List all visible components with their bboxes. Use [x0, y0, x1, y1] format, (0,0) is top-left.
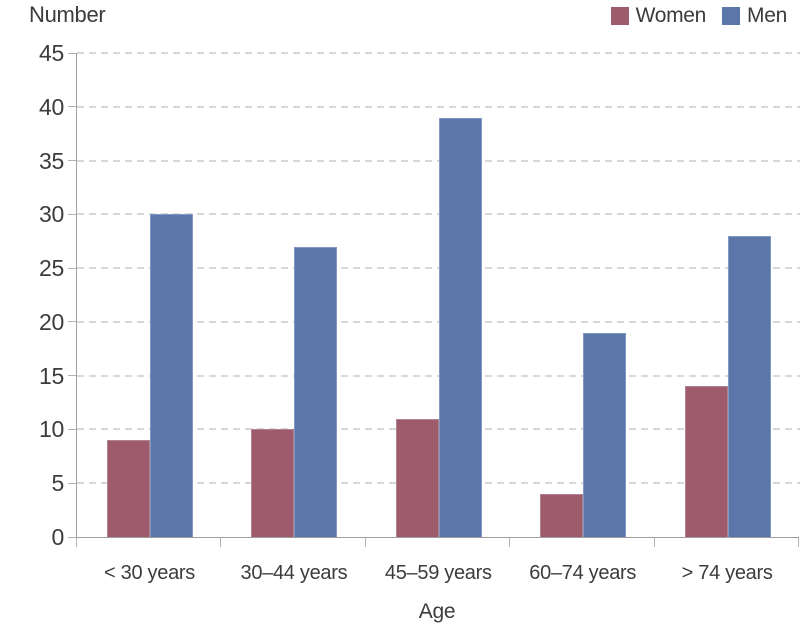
- y-tick-0: [68, 536, 76, 538]
- y-tick-label-45: 45: [39, 40, 64, 66]
- x-tick-5: [798, 538, 799, 547]
- x-tick-3: [509, 538, 511, 547]
- y-tick-45: [68, 52, 76, 54]
- y-tick-label-5: 5: [51, 470, 65, 497]
- x-tick-1: [220, 538, 222, 547]
- bar-men-3: [438, 117, 482, 537]
- legend-label-men: Men: [747, 4, 787, 27]
- x-category-label: > 74 years: [681, 562, 773, 584]
- y-tick-10: [68, 428, 76, 430]
- gridline-y-30: [77, 213, 800, 216]
- bar-women-1: [107, 440, 150, 537]
- y-tick-35: [68, 160, 76, 162]
- y-tick-label-40: 40: [39, 93, 64, 120]
- y-tick-label-35: 35: [39, 147, 64, 174]
- men-color-swatch: [722, 7, 741, 25]
- y-tick-5: [68, 482, 76, 484]
- gridline-y-35: [77, 159, 800, 162]
- x-category-label: 30–44 years: [240, 562, 348, 584]
- bar-men-5: [727, 235, 771, 537]
- x-category-label: 60–74 years: [529, 562, 637, 584]
- y-tick-label-10: 10: [39, 416, 64, 443]
- y-axis-title: Number: [29, 2, 106, 27]
- women-color-swatch: [610, 7, 629, 25]
- legend-item-women: Women: [610, 4, 707, 28]
- bar-women-5: [684, 386, 728, 537]
- y-tick-15: [68, 375, 76, 377]
- y-tick-label-25: 25: [39, 255, 64, 282]
- gridline-y-20: [77, 320, 800, 323]
- y-tick-40: [68, 106, 76, 108]
- x-tick-4: [653, 538, 655, 547]
- x-tick-2: [364, 538, 366, 547]
- y-tick-25: [68, 267, 76, 269]
- y-tick-label-0: 0: [51, 524, 65, 550]
- bar-women-4: [540, 493, 584, 537]
- y-tick-30: [68, 213, 76, 215]
- bar-men-4: [583, 332, 627, 537]
- plot-area: [76, 52, 800, 538]
- x-category-label: 45–59 years: [384, 562, 492, 584]
- bar-women-3: [395, 418, 439, 537]
- x-tick-0: [76, 538, 77, 547]
- bar-women-2: [251, 429, 295, 537]
- legend: Women Men: [610, 4, 787, 28]
- gridline-y-15: [77, 374, 800, 377]
- bar-men-1: [150, 214, 193, 537]
- bar-men-2: [294, 246, 338, 537]
- gridline-y-40: [77, 105, 800, 108]
- gridline-y-25: [77, 267, 800, 270]
- gridline-y-45: [77, 52, 800, 54]
- legend-item-men: Men: [722, 4, 787, 28]
- x-category-label: < 30 years: [104, 562, 195, 584]
- y-tick-20: [68, 321, 76, 323]
- legend-label-women: Women: [635, 4, 707, 27]
- y-tick-label-15: 15: [39, 362, 64, 389]
- y-tick-label-20: 20: [39, 308, 64, 335]
- y-tick-label-30: 30: [39, 201, 64, 228]
- x-axis-title: Age: [418, 600, 456, 623]
